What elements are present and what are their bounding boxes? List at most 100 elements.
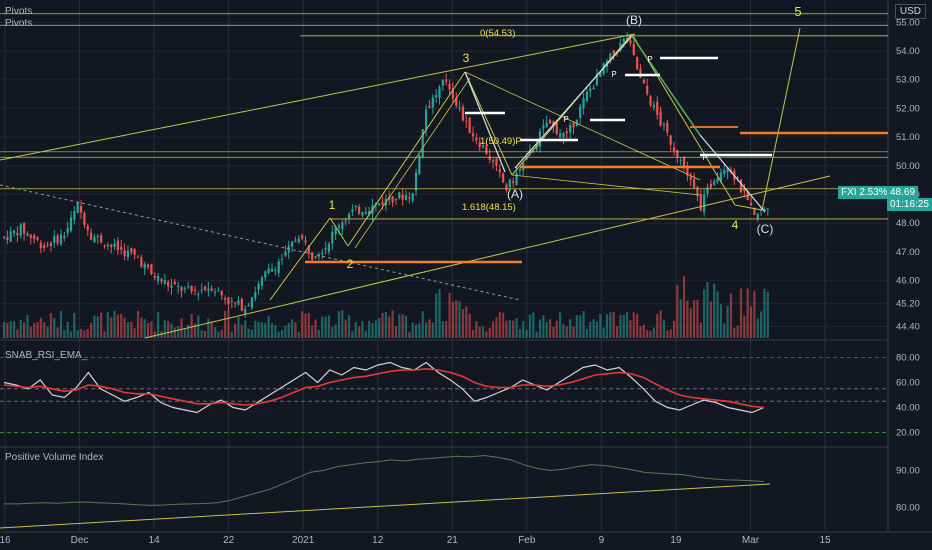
correction-line [699,134,766,213]
candle-body [408,197,411,199]
volume-bar [93,315,96,338]
y-tick-label: 52.00 [896,103,920,114]
volume-bar [743,315,746,338]
volume-bar [63,330,66,338]
candle-body [36,237,39,240]
volume-bar [130,321,133,338]
candle-body [284,251,287,256]
candle-body [411,193,414,201]
candle-body [224,298,227,300]
volume-bar [224,310,227,338]
candle-body [548,119,552,124]
volume-bar [277,331,280,338]
candle-body [716,178,719,182]
volume-bar [445,320,448,338]
volume-bar [733,327,736,338]
volume-bar [260,322,264,338]
candle-body [652,104,655,108]
volume-bars [2,276,769,338]
volume-bar [294,322,297,338]
fib-label-ext: 1.618(48.15) [462,202,516,213]
candle-body [398,192,401,199]
candle-body [723,170,726,175]
volume-bar [324,316,327,338]
candle-body [451,88,454,99]
volume-bar [146,322,150,338]
pivot-marker: P [647,55,652,64]
volume-bar [153,331,156,338]
pvi-indicator-label[interactable]: Positive Volume Index [5,452,104,463]
candle-body [676,150,679,158]
pivots-indicator-label-2[interactable]: Pivots [5,18,33,29]
volume-bar [180,318,183,338]
candle-body [713,181,716,186]
pivots-indicator-label-1[interactable]: Pivots [5,6,33,17]
x-tick-label: Dec [71,535,89,546]
candle-body [492,160,495,162]
y-tick-label: 51.00 [896,132,920,143]
volume-bar [284,325,287,338]
volume-bar [157,312,160,338]
volume-bar [358,326,361,338]
wave-line [511,174,701,196]
candle-body [100,235,103,243]
wave-label-C: (C) [757,222,774,236]
x-tick-label: 22 [223,535,235,546]
wave-line [464,71,701,181]
wave-label-3: 3 [463,51,470,65]
currency-label[interactable]: USD [894,4,926,19]
candle-body [431,97,434,108]
volume-bar [706,282,709,338]
volume-bar [183,329,186,338]
volume-bar [136,310,140,338]
x-tick-label: 14 [149,535,161,546]
volume-bar [662,319,666,338]
candle-body [559,133,562,138]
volume-bar [562,323,565,338]
candle-body [649,96,652,106]
candle-body [291,241,294,247]
volume-bar [368,320,371,338]
volume-bar [126,322,130,338]
candle-body [153,275,156,278]
volume-bar [522,321,525,338]
volume-bar [669,329,672,338]
candle-body [542,125,545,129]
candle-body [133,249,136,255]
volume-bar [709,301,712,338]
volume-bar [6,322,9,338]
volume-bar [746,288,749,338]
candle-body [592,87,595,90]
volume-bar [703,289,706,338]
volume-bar [33,323,36,338]
y-tick-label: 55.00 [896,17,920,28]
volume-bar [636,313,639,338]
volume-bar [317,329,320,338]
volume-bar [481,326,485,338]
candle-body [632,44,635,55]
volume-bar [461,308,465,338]
volume-bar [572,326,575,338]
pivot-marker: P [563,115,568,124]
rsi-indicator-label[interactable]: SNAB_RSI_EMA_ [5,350,88,361]
volume-bar [632,312,635,338]
candle-body [267,268,270,274]
volume-bar [502,312,505,338]
volume-bar [679,299,682,338]
candle-body [234,302,237,304]
volume-bar [311,325,314,338]
candle-body [505,184,508,191]
volume-bar [364,330,367,338]
candle-body [86,225,89,231]
volume-bar [193,323,197,338]
volume-bar [508,320,511,338]
volume-bar [341,310,344,338]
volume-bar [582,310,585,338]
candle-body [321,253,324,255]
candle-body [210,288,213,291]
candle-body [404,195,408,200]
candle-body [636,56,639,70]
candle-body [66,227,69,233]
pivot-marker: P [611,70,616,79]
